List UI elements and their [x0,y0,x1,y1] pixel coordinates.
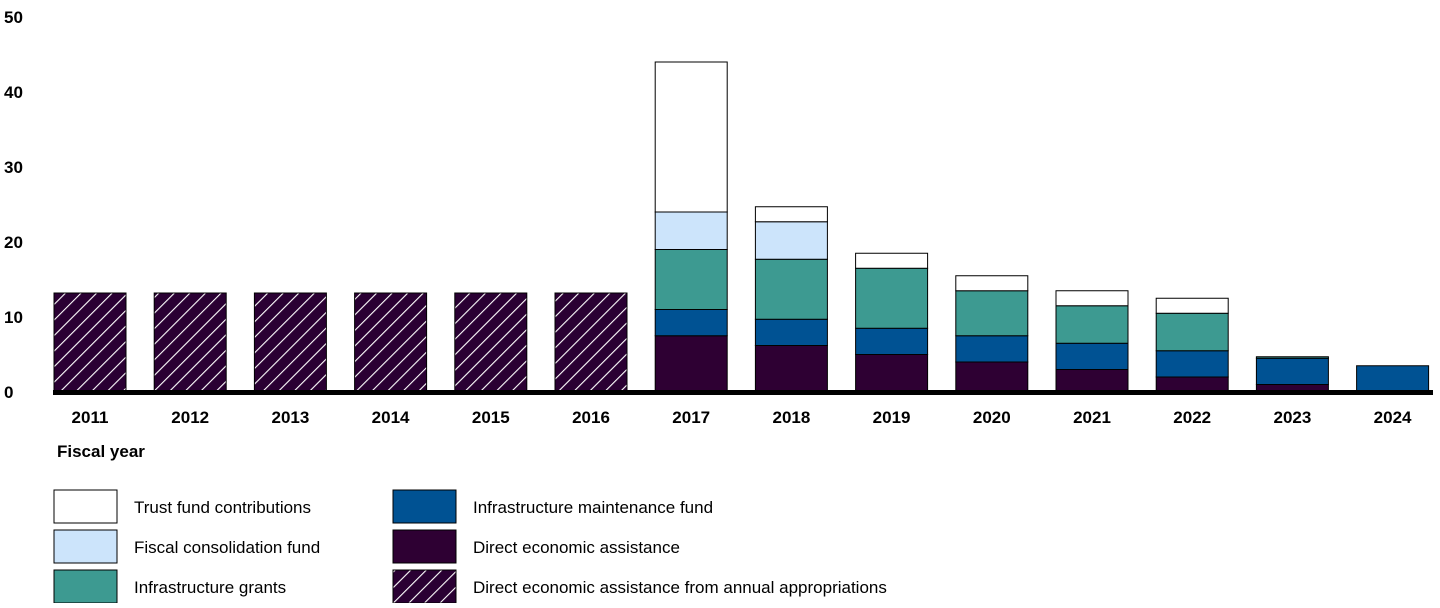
legend-swatch [53,569,118,604]
x-tick-label: 2017 [672,408,710,427]
x-tick-label: 2021 [1073,408,1111,427]
legend: Trust fund contributions Fiscal consolida… [53,489,887,604]
x-tick-label: 2023 [1273,408,1311,427]
bar-segment [53,292,127,393]
legend-item: Direct economic assistance from annual a… [392,569,887,604]
bar-segment [654,211,728,250]
bar-segment [754,206,828,223]
x-tick-label: 2016 [572,408,610,427]
x-tick-label: 2011 [72,408,109,427]
y-tick-label: 10 [4,308,23,327]
x-tick-label: 2020 [973,408,1011,427]
bar-segment [955,275,1029,292]
bar-segment [1255,357,1329,385]
y-tick-label: 50 [4,8,23,27]
x-tick-label: 2022 [1173,408,1211,427]
bar-segment [1055,342,1129,370]
bar-segment [754,258,828,320]
bar-segment [654,249,728,310]
y-tick-label: 40 [4,83,23,102]
x-axis-line [53,390,1433,395]
bar-segment [1055,305,1129,344]
bar-segment [554,292,628,393]
x-tick-label: 2013 [271,408,309,427]
bar-segment [855,327,929,355]
x-tick-label: 2024 [1374,408,1412,427]
legend-label: Direct economic assistance from annual a… [473,578,887,597]
legend-item: Fiscal consolidation fund [53,529,320,564]
bar-segment [955,335,1029,363]
legend-swatch [392,569,457,604]
bar-segment [855,252,929,269]
bar-segment [1155,350,1229,378]
y-tick-label: 0 [4,383,13,402]
legend-item: Infrastructure grants [53,569,286,604]
legend-swatch [53,529,118,564]
bar-segment [654,335,728,393]
legend-item: Direct economic assistance [392,529,680,564]
bar-segment [855,354,929,393]
bar-segment [654,61,728,213]
bar-segment [754,221,828,260]
bar-segment [1155,376,1229,393]
legend-label: Infrastructure maintenance fund [473,498,713,517]
y-tick-label: 20 [4,233,23,252]
bars [53,61,1430,393]
legend-item: Infrastructure maintenance fund [392,489,713,524]
bar-segment [454,292,528,393]
bar-segment [955,290,1029,337]
legend-swatch [392,489,457,524]
legend-swatch [53,489,118,524]
bar-segment [354,292,428,393]
bar-segment [1356,365,1430,393]
y-tick-label: 30 [4,158,23,177]
bar-segment [855,267,929,329]
legend-label: Direct economic assistance [473,538,680,557]
x-tick-label: 2015 [472,408,510,427]
bar-segment [153,292,227,393]
legend-label: Trust fund contributions [134,498,311,517]
bar-segment [1255,356,1329,359]
legend-item: Trust fund contributions [53,489,311,524]
bar-segment [654,309,728,337]
bar-segment [1055,369,1129,393]
bar-segment [1155,312,1229,352]
x-tick-label: 2018 [772,408,810,427]
y-axis: 0 10 20 30 40 50 [4,8,23,402]
x-tick-label: 2014 [372,408,410,427]
bar-segment [955,361,1029,393]
legend-label: Fiscal consolidation fund [134,538,320,557]
x-axis-title: Fiscal year [57,442,145,461]
bar-segment [253,292,327,393]
x-tick-label: 2019 [873,408,911,427]
x-axis: 2011 2012 2013 2014 2015 2016 2017 2018 2019 2020… [53,390,1433,427]
bar-segment [754,318,828,346]
legend-label: Infrastructure grants [134,578,286,597]
legend-swatch [392,529,457,564]
bar-segment [1155,297,1229,314]
bar-segment [1055,290,1129,307]
x-tick-label: 2012 [171,408,209,427]
bar-segment [754,345,828,393]
